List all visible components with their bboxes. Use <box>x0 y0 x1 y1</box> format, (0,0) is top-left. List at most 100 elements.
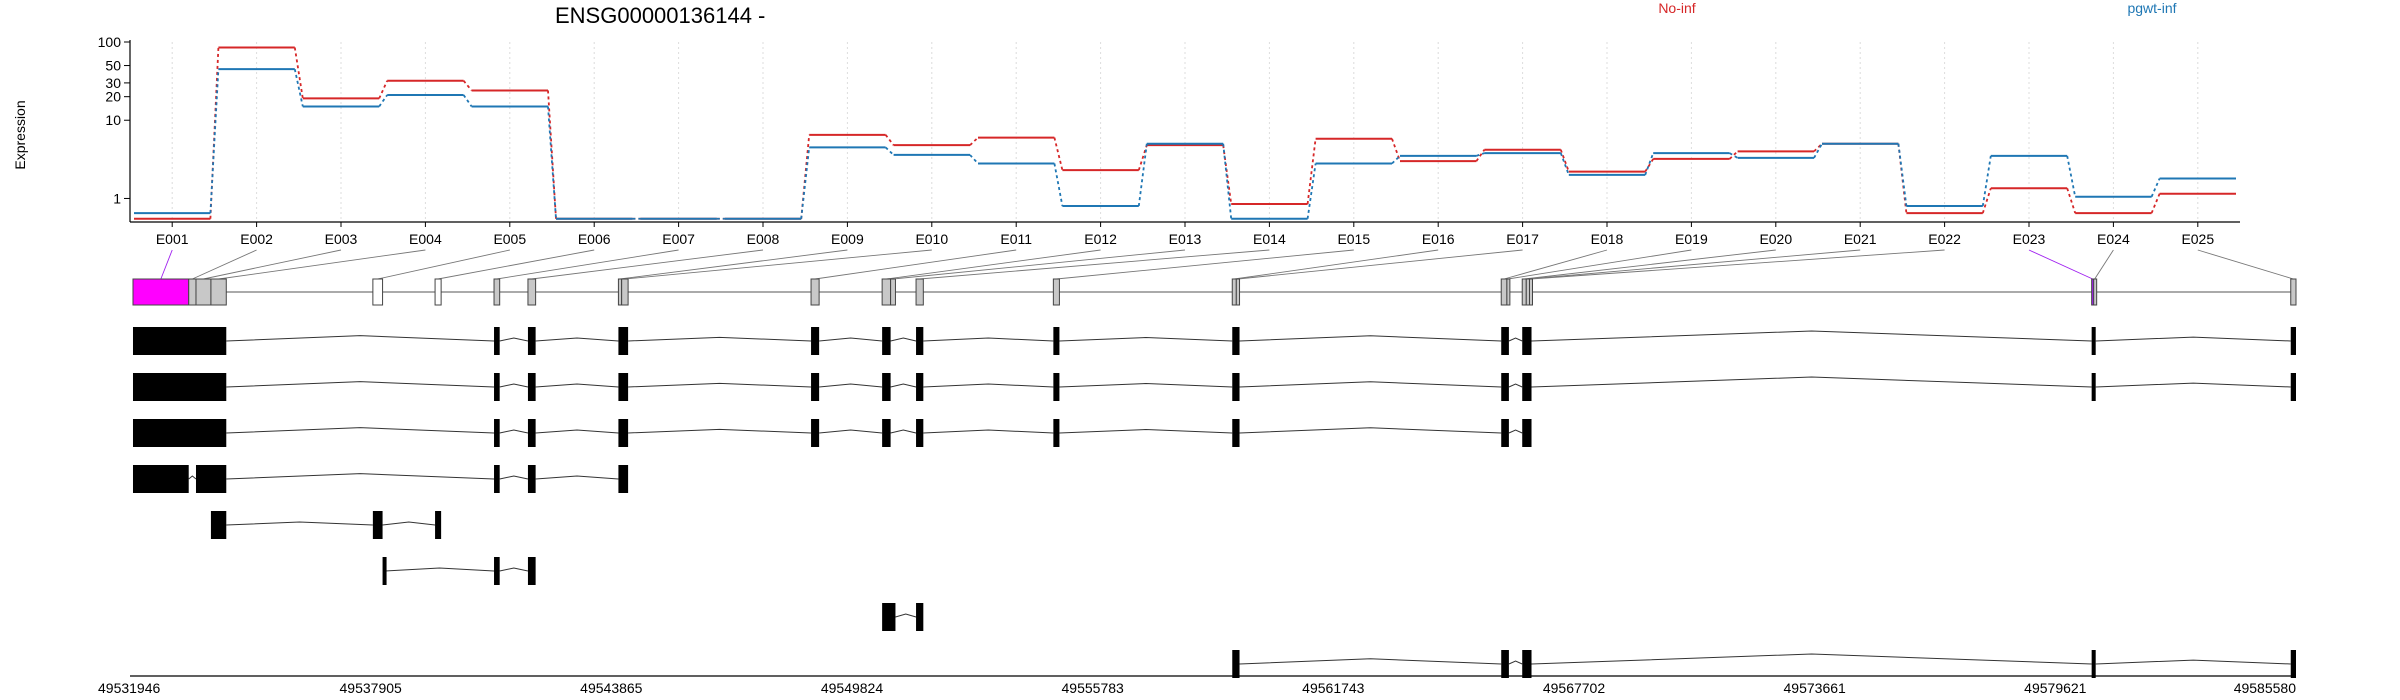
exon-block <box>618 327 629 355</box>
exon-connector <box>1503 249 1608 280</box>
series-connector <box>293 68 304 107</box>
intron-line <box>2095 659 2291 665</box>
series-connector <box>1644 152 1655 176</box>
exon-block <box>882 419 891 447</box>
series-connector <box>2150 193 2161 214</box>
series-connector <box>1897 143 1908 207</box>
genomic-tick-label: 49573661 <box>1784 680 1847 696</box>
transcript-row <box>210 511 442 539</box>
series-connector <box>969 136 979 146</box>
exon-block <box>132 419 227 447</box>
legend-series-1: No-inf <box>1658 0 1695 16</box>
exon-block <box>494 557 500 585</box>
exon-connector <box>1527 249 1861 280</box>
transcript-row <box>132 373 2296 401</box>
intron-line <box>1239 658 1502 665</box>
exon-box <box>915 278 924 306</box>
intron-line <box>1059 337 1233 342</box>
exon-block <box>1053 327 1060 355</box>
exon-block <box>527 327 536 355</box>
exon-box <box>195 278 212 306</box>
genomic-tick-label: 49567702 <box>1543 680 1606 696</box>
exon-block <box>1232 327 1240 355</box>
exon-connector <box>815 249 1017 280</box>
legend-series-2: pgwt-inf <box>2127 0 2176 16</box>
intron-line <box>499 337 529 342</box>
exon-box <box>1506 278 1511 306</box>
exon-connector <box>192 249 257 280</box>
intron-line <box>188 475 197 480</box>
exon-block <box>2290 373 2296 401</box>
exon-block <box>494 419 500 447</box>
x-tick-label: E007 <box>662 231 695 247</box>
series-connector <box>1897 143 1908 214</box>
series-connector <box>1476 152 1485 157</box>
exon-box <box>527 278 537 306</box>
x-tick-label: E024 <box>2097 231 2130 247</box>
exon-box <box>810 278 820 306</box>
exon-connector <box>160 249 173 280</box>
exon-block <box>1053 419 1060 447</box>
series-connector <box>1222 145 1233 205</box>
series-connector <box>293 47 304 99</box>
exon-connector <box>377 249 510 280</box>
exon-block <box>882 327 891 355</box>
x-tick-label: E018 <box>1591 231 1624 247</box>
exon-block <box>527 465 536 493</box>
series-connector <box>462 94 473 107</box>
transcript-row <box>132 419 1532 447</box>
intron-line <box>1531 330 2092 342</box>
intron-line <box>1531 653 2092 665</box>
exon-block <box>811 373 820 401</box>
exon-block <box>618 373 629 401</box>
series-connector <box>1729 152 1739 159</box>
exon-block <box>2091 650 2096 678</box>
intron-line <box>535 337 619 342</box>
intron-line <box>384 567 495 572</box>
x-tick-label: E023 <box>2013 231 2046 247</box>
exon-box <box>132 278 190 306</box>
exon-box <box>621 278 629 306</box>
series-connector <box>378 94 388 107</box>
exon-connector <box>886 249 1101 280</box>
intron-line <box>499 383 529 388</box>
series-connector <box>1813 143 1823 153</box>
exon-block <box>527 557 536 585</box>
intron-line <box>1059 383 1233 388</box>
exon-box <box>1052 278 1060 306</box>
exon-block <box>2091 373 2096 401</box>
exon-box <box>1235 278 1241 306</box>
exon-block <box>882 603 896 631</box>
exon-block <box>195 465 227 493</box>
intron-line <box>499 475 529 480</box>
intron-line <box>226 381 495 388</box>
genomic-tick-label: 49537905 <box>340 680 403 696</box>
intron-line <box>819 383 883 388</box>
genomic-tick-label: 49585580 <box>2234 680 2297 696</box>
exon-block <box>916 603 924 631</box>
series-connector <box>1137 143 1148 207</box>
series-connector <box>462 80 473 92</box>
exon-block <box>1522 419 1532 447</box>
exon-box <box>1521 278 1527 306</box>
intron-line <box>226 427 495 434</box>
y-tick-label: 10 <box>105 112 121 128</box>
genomic-tick-label: 49579621 <box>2024 680 2087 696</box>
exon-block <box>494 327 500 355</box>
exon-connector <box>1056 249 1354 280</box>
exon-block <box>382 557 387 585</box>
exon-block <box>916 327 924 355</box>
exon-block <box>1501 373 1509 401</box>
exon-connector <box>2028 249 2093 280</box>
x-tick-label: E004 <box>409 231 442 247</box>
y-tick-label: 1 <box>113 190 121 206</box>
series-connector <box>547 106 557 219</box>
genomic-tick-label: 49555783 <box>1062 680 1125 696</box>
y-tick-label: 20 <box>105 89 121 105</box>
intron-line <box>2095 382 2291 388</box>
series-connector <box>1981 155 1992 207</box>
exon-connector <box>2094 249 2114 280</box>
series-connector <box>1728 150 1739 160</box>
exon-connector <box>1237 249 1523 280</box>
